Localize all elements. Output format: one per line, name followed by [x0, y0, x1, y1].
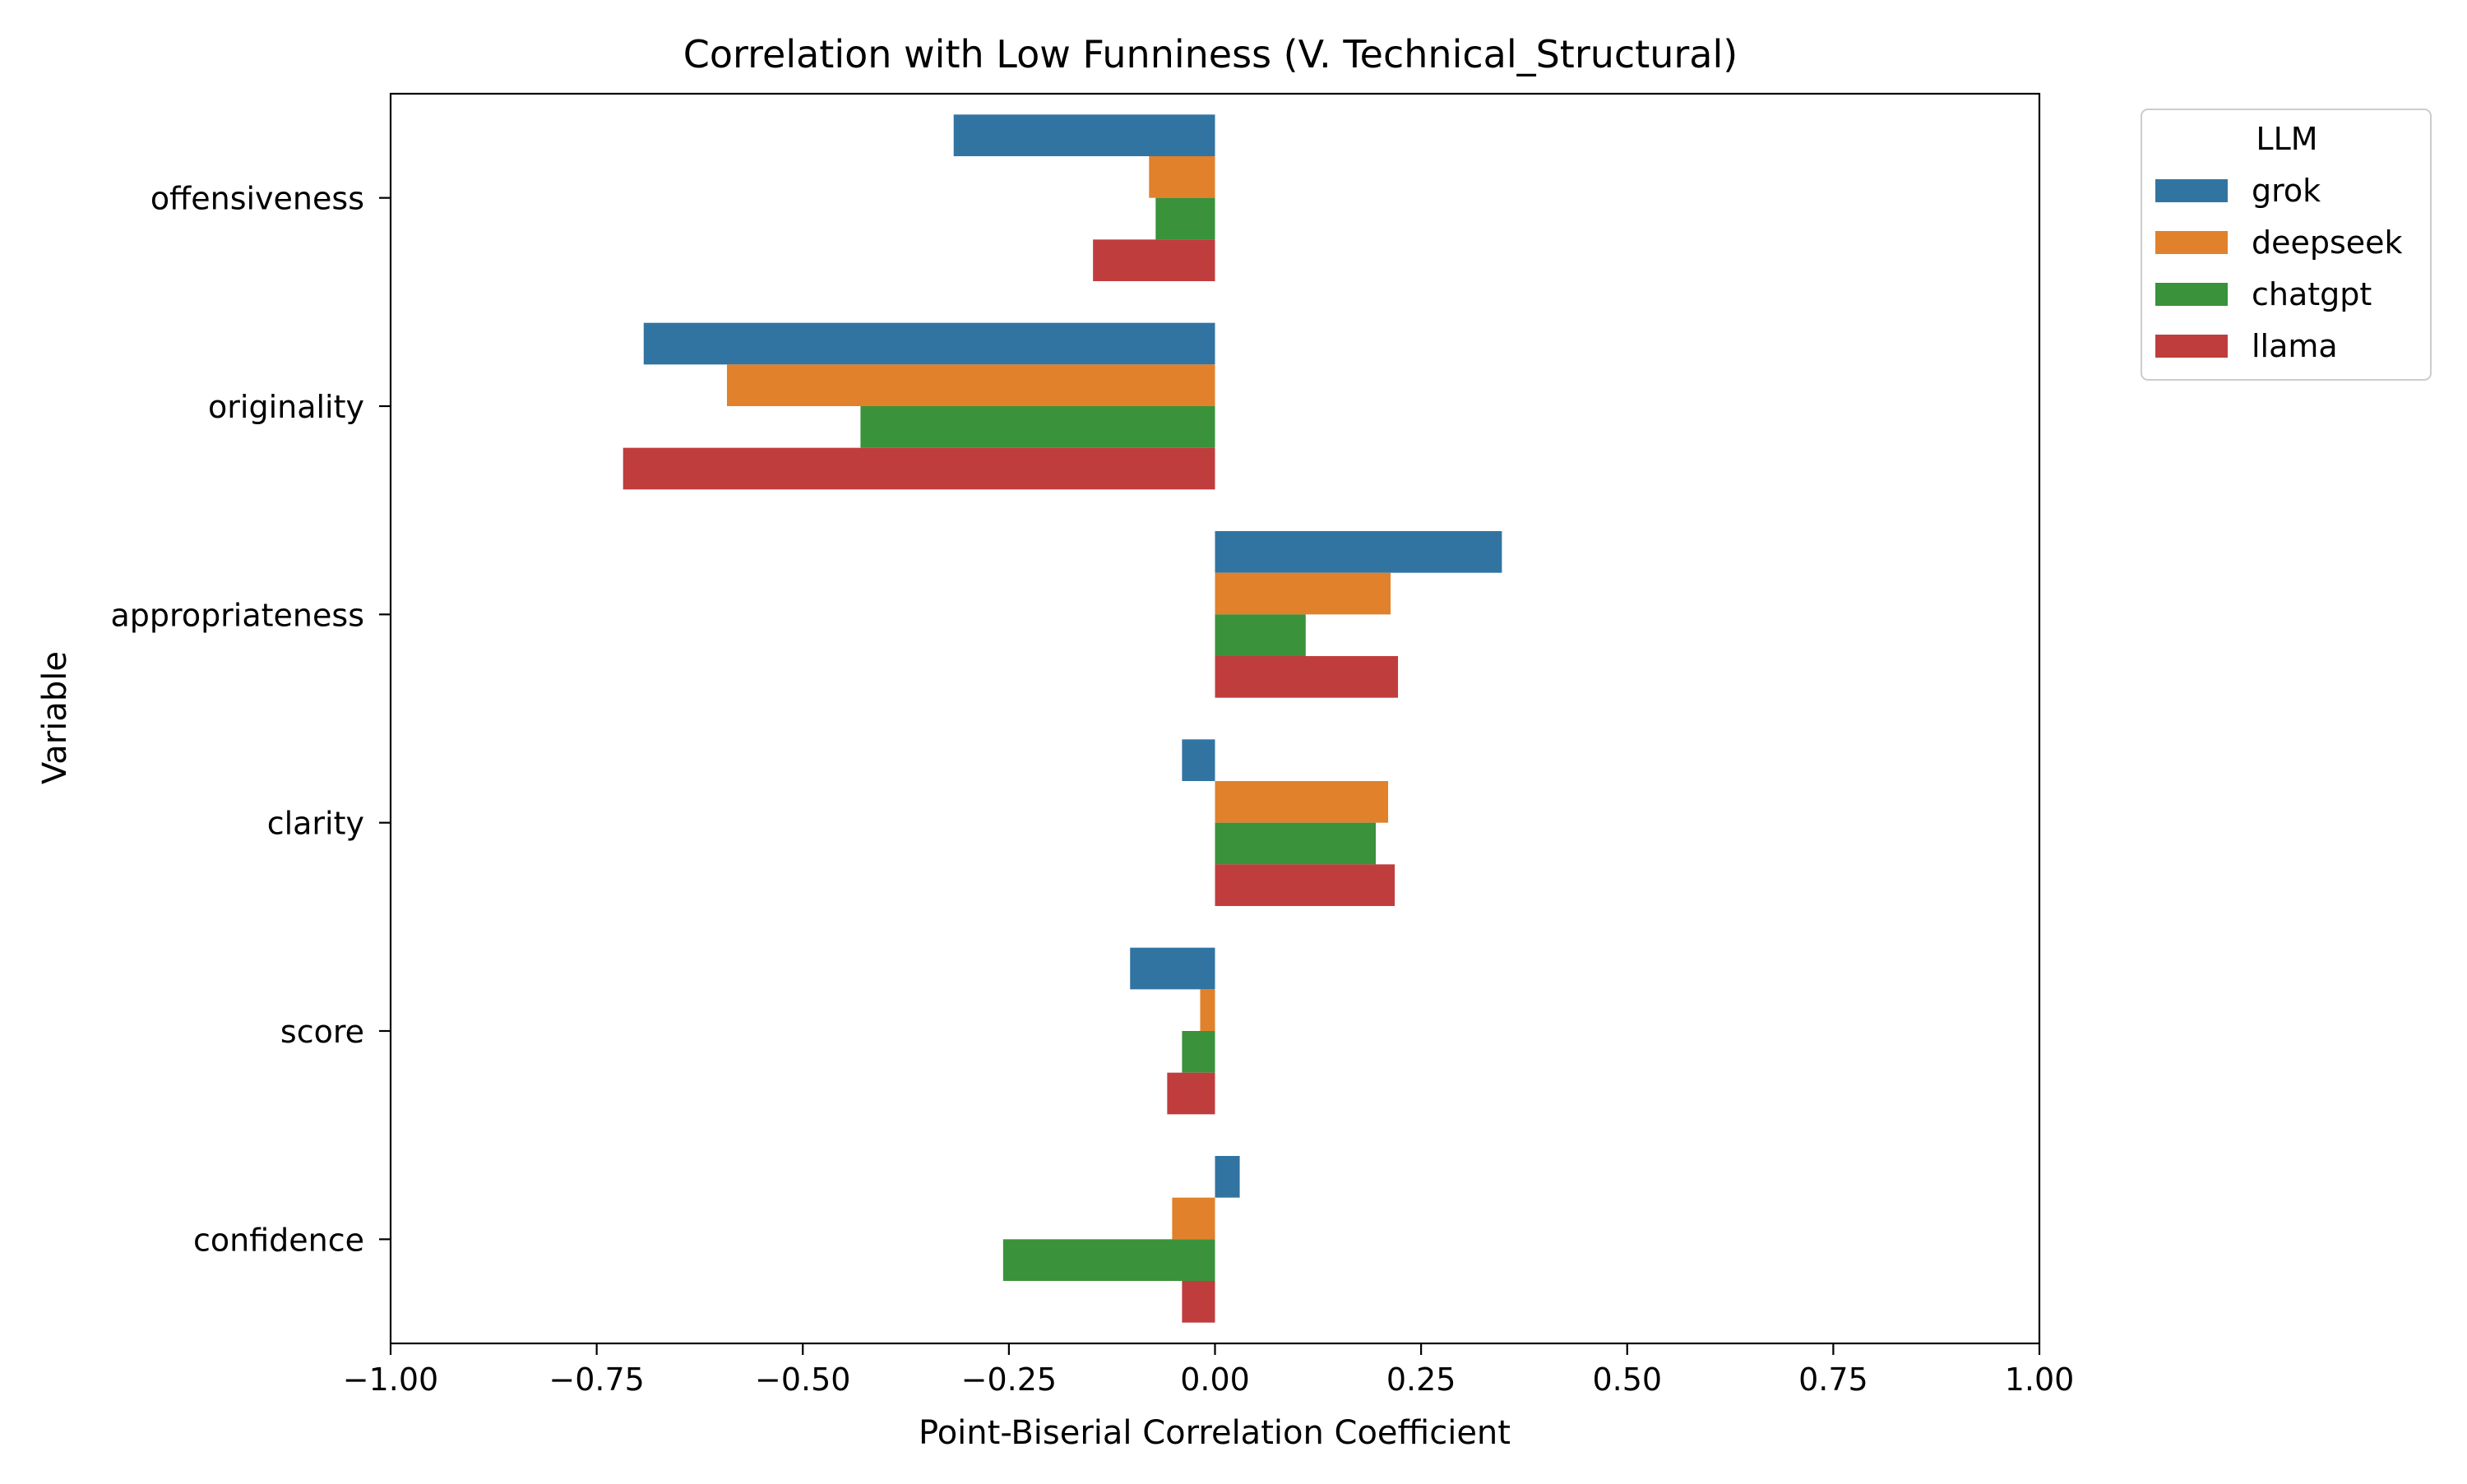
legend-swatch-llama [2155, 335, 2228, 358]
bar-grok-appropriateness [1215, 531, 1502, 573]
legend-label-grok: grok [2252, 173, 2321, 209]
bar-chatgpt-confidence [1002, 1239, 1215, 1281]
y-tick-label-offensiveness: offensiveness [150, 181, 364, 217]
legend-title: LLM [2256, 121, 2317, 157]
y-tick-label-appropriateness: appropriateness [111, 597, 365, 633]
legend-swatch-deepseek [2155, 231, 2228, 254]
bar-deepseek-offensiveness [1149, 156, 1215, 198]
legend-label-deepseek: deepseek [2252, 224, 2403, 261]
x-tick-label: 0.00 [1180, 1361, 1250, 1398]
bar-grok-originality [643, 322, 1215, 365]
x-tick-label: −1.00 [343, 1361, 438, 1398]
bar-llama-score [1167, 1072, 1215, 1115]
bar-grok-offensiveness [953, 114, 1215, 156]
y-tick-label-originality: originality [208, 389, 364, 425]
x-tick-label: 0.50 [1592, 1361, 1662, 1398]
bar-chatgpt-offensiveness [1155, 197, 1215, 240]
x-tick-label: −0.75 [548, 1361, 644, 1398]
y-tick-label-clarity: clarity [267, 806, 364, 842]
bar-grok-clarity [1182, 739, 1215, 781]
bar-llama-originality [623, 447, 1215, 490]
bar-chatgpt-originality [860, 406, 1215, 448]
y-tick-label-confidence: confidence [193, 1222, 364, 1258]
bar-llama-confidence [1182, 1281, 1215, 1323]
legend-label-chatgpt: chatgpt [2252, 276, 2372, 312]
bar-deepseek-clarity [1215, 781, 1389, 823]
x-tick-label: −0.50 [755, 1361, 850, 1398]
bars-layer [623, 114, 1502, 1323]
bar-chatgpt-appropriateness [1215, 614, 1306, 656]
bar-grok-confidence [1215, 1156, 1240, 1198]
axes-layer: −1.00 −0.75 −0.50 −0.25 0.00 0.25 0.50 0.75 1.00… [111, 92, 2075, 1398]
x-tick-label: −0.25 [961, 1361, 1057, 1398]
bar-llama-appropriateness [1215, 656, 1399, 698]
y-tick-label-score: score [280, 1014, 364, 1050]
x-tick-label: 1.00 [2005, 1361, 2075, 1398]
bar-chatgpt-clarity [1215, 822, 1376, 865]
chart-title: Correlation with Low Funniness (V. Techn… [683, 32, 1738, 76]
bar-llama-clarity [1215, 864, 1395, 906]
legend-swatch-grok [2155, 179, 2228, 202]
bar-deepseek-originality [727, 364, 1215, 406]
legend-box [2141, 109, 2432, 381]
bar-deepseek-appropriateness [1215, 572, 1391, 615]
bar-llama-offensiveness [1093, 239, 1215, 281]
bar-deepseek-score [1200, 989, 1215, 1031]
bar-grok-score [1130, 947, 1215, 990]
bar-deepseek-confidence [1172, 1197, 1215, 1240]
bar-chatgpt-score [1182, 1031, 1215, 1073]
x-tick-label: 0.25 [1386, 1361, 1456, 1398]
legend: LLM grok deepseek chatgpt llama [2141, 109, 2432, 381]
y-axis-label: Variable [36, 651, 74, 784]
x-tick-label: 0.75 [1798, 1361, 1868, 1398]
legend-label-llama: llama [2252, 328, 2338, 364]
x-axis-label: Point-Biserial Correlation Coefficient [919, 1414, 1511, 1452]
legend-swatch-chatgpt [2155, 283, 2228, 306]
